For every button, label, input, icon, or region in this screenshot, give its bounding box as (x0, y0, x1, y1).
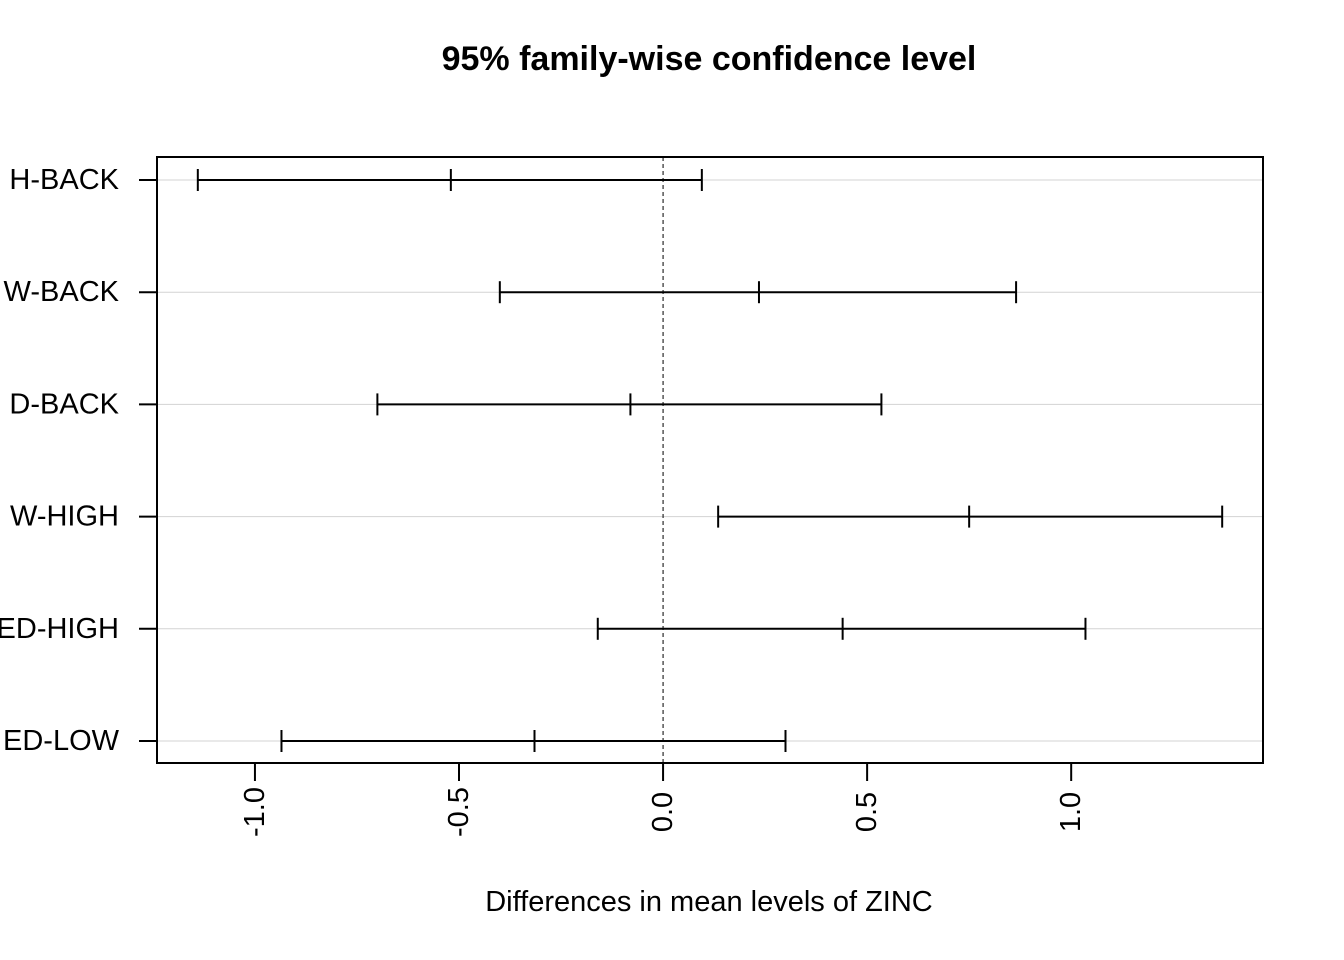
x-axis: -1.0 -0.5 0.0 0.5 1.0 (239, 762, 1087, 837)
interval (196, 169, 703, 191)
x-tick-label: 0.5 (851, 792, 883, 832)
plot-frame (156, 156, 1264, 764)
y-tick-label: W-BACK (4, 276, 120, 308)
y-tick-label: D-BACK (9, 388, 119, 420)
y-tick-label: ED-LOW (3, 725, 120, 757)
y-tick-label: W-HIGH (10, 501, 119, 533)
y-tick-label: ED-HIGH (0, 613, 119, 645)
y-axis: H-BACK W-BACK D-BACK W-HIGH ED-HIGH ED-LOW (0, 164, 157, 757)
interval (596, 617, 1087, 640)
interval (376, 393, 883, 416)
interval (280, 730, 787, 752)
x-tick-label: 0.0 (647, 792, 679, 832)
intervals (196, 169, 1224, 752)
chart-title: 95% family-wise confidence level (442, 40, 977, 78)
x-tick-label: -1.0 (239, 787, 271, 837)
interval (717, 505, 1224, 528)
y-tick-label: H-BACK (9, 164, 119, 196)
gridlines (157, 179, 1263, 742)
x-tick-label: 1.0 (1055, 792, 1087, 832)
x-tick-label: -0.5 (443, 787, 475, 837)
x-axis-label: Differences in mean levels of ZINC (485, 886, 933, 918)
interval (498, 281, 1018, 304)
